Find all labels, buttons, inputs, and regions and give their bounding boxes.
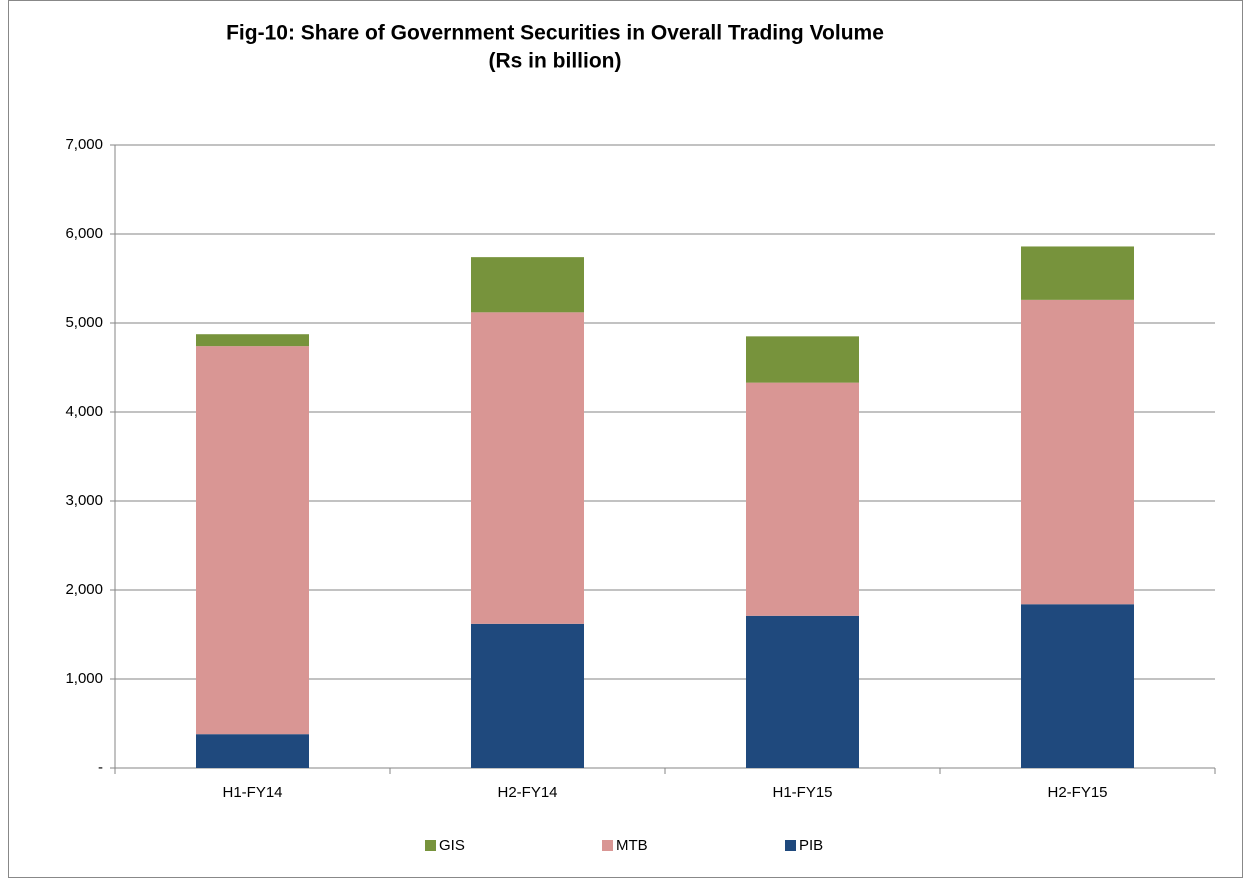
y-tick-label: 2,000 xyxy=(65,581,103,598)
bar-segment xyxy=(746,336,859,383)
legend-label: GIS xyxy=(439,837,465,854)
x-tick-label: H1-FY15 xyxy=(772,784,832,801)
bar-segment xyxy=(196,734,309,768)
x-tick-label: H1-FY14 xyxy=(222,784,282,801)
x-tick-label: H2-FY14 xyxy=(497,784,557,801)
bar-segment xyxy=(746,382,859,616)
bar-segment xyxy=(471,312,584,624)
bar-segment xyxy=(196,346,309,735)
bar-segment xyxy=(1021,604,1134,768)
bar-segment xyxy=(471,623,584,768)
y-tick-label: - xyxy=(98,759,103,776)
bar-segment xyxy=(471,257,584,313)
y-tick-label: 4,000 xyxy=(65,403,103,420)
legend-label: MTB xyxy=(616,837,648,854)
y-tick-label: 5,000 xyxy=(65,314,103,331)
bar-segment xyxy=(196,334,309,347)
y-tick-label: 3,000 xyxy=(65,492,103,509)
legend-swatch xyxy=(425,840,436,851)
y-tick-label: 6,000 xyxy=(65,225,103,242)
x-tick-label: H2-FY15 xyxy=(1047,784,1107,801)
y-tick-label: 7,000 xyxy=(65,136,103,153)
chart-title: Fig-10: Share of Government Securities i… xyxy=(226,22,884,45)
y-tick-label: 1,000 xyxy=(65,670,103,687)
chart-subtitle: (Rs in billion) xyxy=(489,50,622,73)
bar-segment xyxy=(1021,246,1134,300)
bar-segment xyxy=(1021,299,1134,605)
legend-label: PIB xyxy=(799,837,823,854)
bar-segment xyxy=(746,615,859,768)
legend-swatch xyxy=(602,840,613,851)
legend-swatch xyxy=(785,840,796,851)
